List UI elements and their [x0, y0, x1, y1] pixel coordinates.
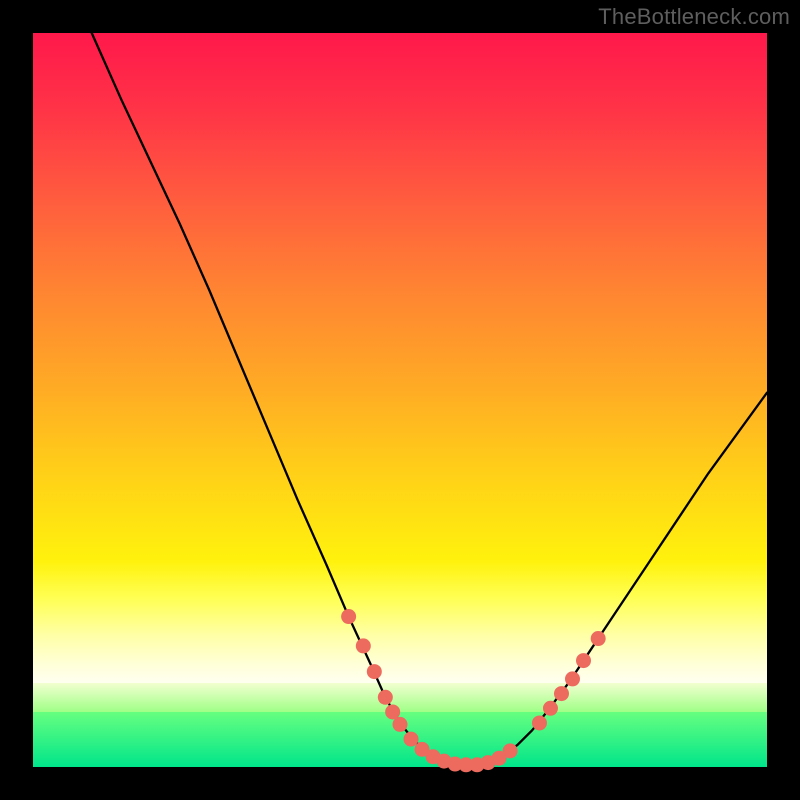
marker-dot	[385, 704, 400, 719]
bottleneck-curve	[33, 33, 767, 767]
curve-line	[92, 33, 767, 765]
marker-dot	[591, 631, 606, 646]
marker-dot	[378, 690, 393, 705]
plot-area	[33, 33, 767, 767]
marker-dot	[404, 732, 419, 747]
marker-dot	[393, 717, 408, 732]
chart-frame: TheBottleneck.com	[0, 0, 800, 800]
marker-dot	[532, 715, 547, 730]
marker-dot	[367, 664, 382, 679]
marker-dot	[554, 686, 569, 701]
marker-dot	[576, 653, 591, 668]
watermark-text: TheBottleneck.com	[598, 4, 790, 30]
marker-dot	[565, 671, 580, 686]
marker-dot	[356, 638, 371, 653]
marker-dot	[503, 743, 518, 758]
marker-dot	[543, 701, 558, 716]
marker-dot	[341, 609, 356, 624]
